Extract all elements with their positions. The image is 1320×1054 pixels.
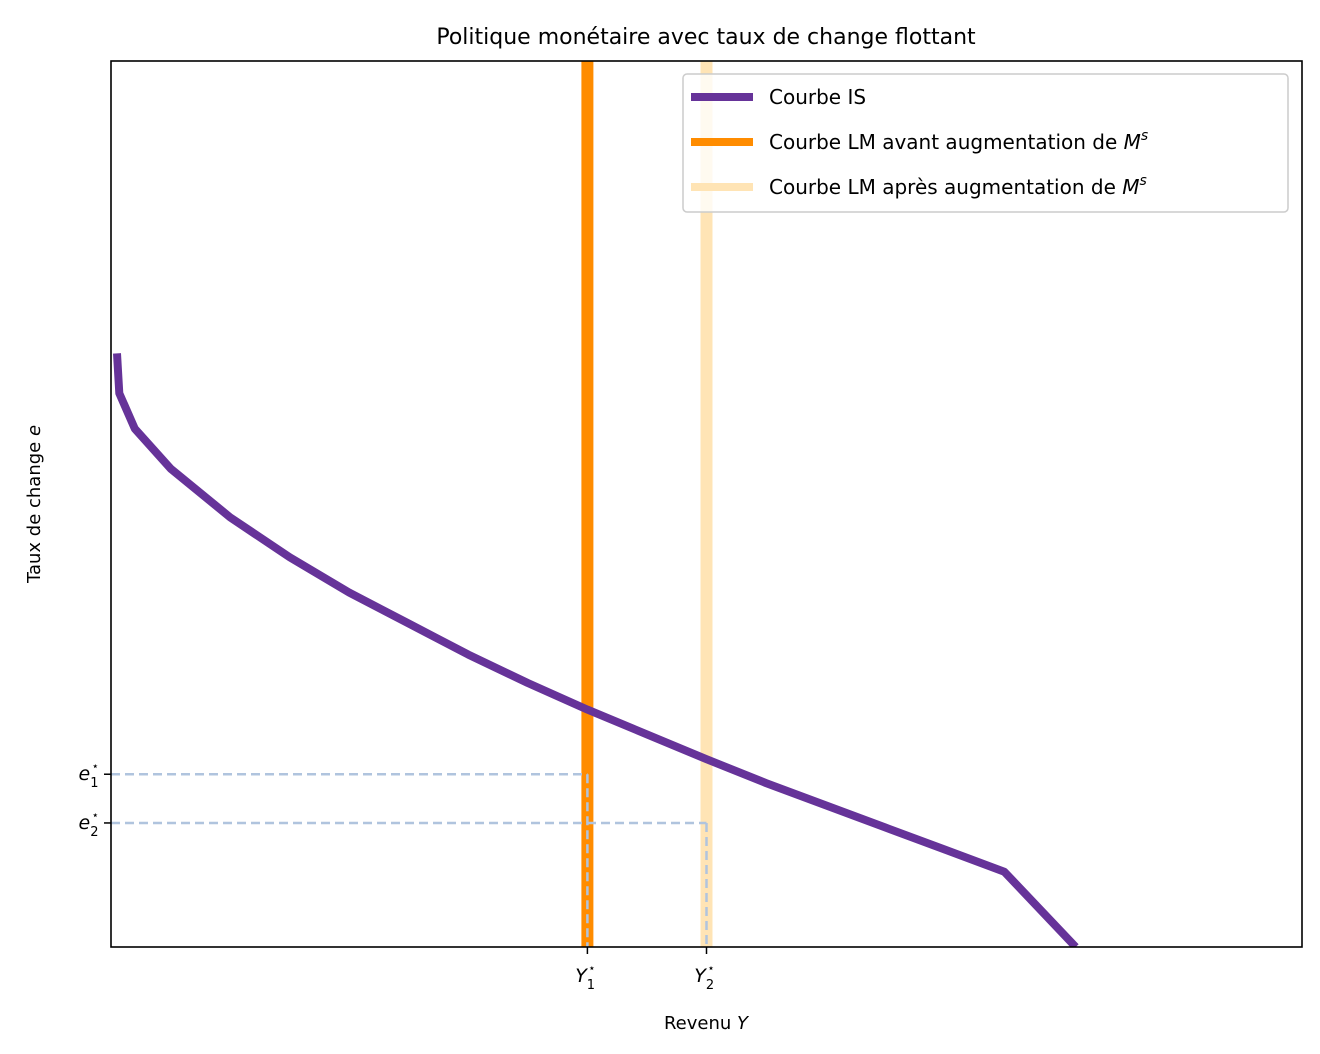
y-tick-label-2-base: e bbox=[79, 812, 91, 834]
legend-m-symbol: M bbox=[1124, 130, 1141, 154]
y-axis-label-text: Taux de change bbox=[24, 436, 45, 584]
x-tick-label-1-sub: 1 bbox=[587, 978, 595, 993]
y-tick-label-2-sub: 2 bbox=[90, 825, 98, 840]
legend-label-2-sup: s bbox=[1141, 128, 1148, 144]
x-axis-label-text: Revenu bbox=[664, 1013, 737, 1034]
y-axis-label-symbol: e bbox=[24, 425, 45, 436]
chart-title: Politique monétaire avec taux de change … bbox=[436, 25, 976, 50]
legend-label-3: Courbe LM après augmentation de Ms bbox=[769, 173, 1147, 199]
x-axis-label: Revenu Y bbox=[664, 1013, 750, 1034]
x-tick-label-2: Y2 ⋆ bbox=[694, 961, 714, 993]
legend-box bbox=[682, 73, 1289, 213]
legend-label-2: Courbe LM avant augmentation de Ms bbox=[769, 128, 1148, 154]
legend: Courbe IS Courbe LM avant augmentation de… bbox=[682, 73, 1289, 213]
x-tick-label-1: Y1 ⋆ bbox=[575, 961, 595, 993]
x-tick-label-2-sup: ⋆ bbox=[707, 961, 715, 975]
legend-label-2-text: Courbe LM avant augmentation de bbox=[769, 130, 1124, 154]
legend-label-3-text: Courbe LM après augmentation de bbox=[769, 175, 1122, 199]
y-tick-label-1-sup: ⋆ bbox=[91, 759, 99, 773]
legend-label-1-text: Courbe IS bbox=[769, 85, 866, 109]
x-tick-label-2-sub: 2 bbox=[706, 978, 714, 993]
y-tick-label-2: e2 ⋆ bbox=[79, 808, 100, 840]
legend-label-1: Courbe IS bbox=[769, 85, 866, 109]
x-tick-label-2-base: Y bbox=[694, 965, 707, 987]
y-axis-label: Taux de change e bbox=[24, 425, 45, 584]
legend-label-3-sup: s bbox=[1140, 173, 1147, 189]
x-tick-label-1-base: Y bbox=[575, 965, 588, 987]
x-axis-label-symbol: Y bbox=[737, 1013, 750, 1034]
is-curve bbox=[113, 353, 1079, 947]
legend-m-symbol: M bbox=[1122, 175, 1139, 199]
x-tick-label-1-sup: ⋆ bbox=[588, 961, 596, 975]
y-tick-label-1-sub: 1 bbox=[90, 776, 98, 791]
y-tick-label-1-base: e bbox=[79, 763, 91, 785]
y-tick-label-1: e1 ⋆ bbox=[79, 759, 100, 791]
y-tick-label-2-sup: ⋆ bbox=[91, 808, 99, 822]
